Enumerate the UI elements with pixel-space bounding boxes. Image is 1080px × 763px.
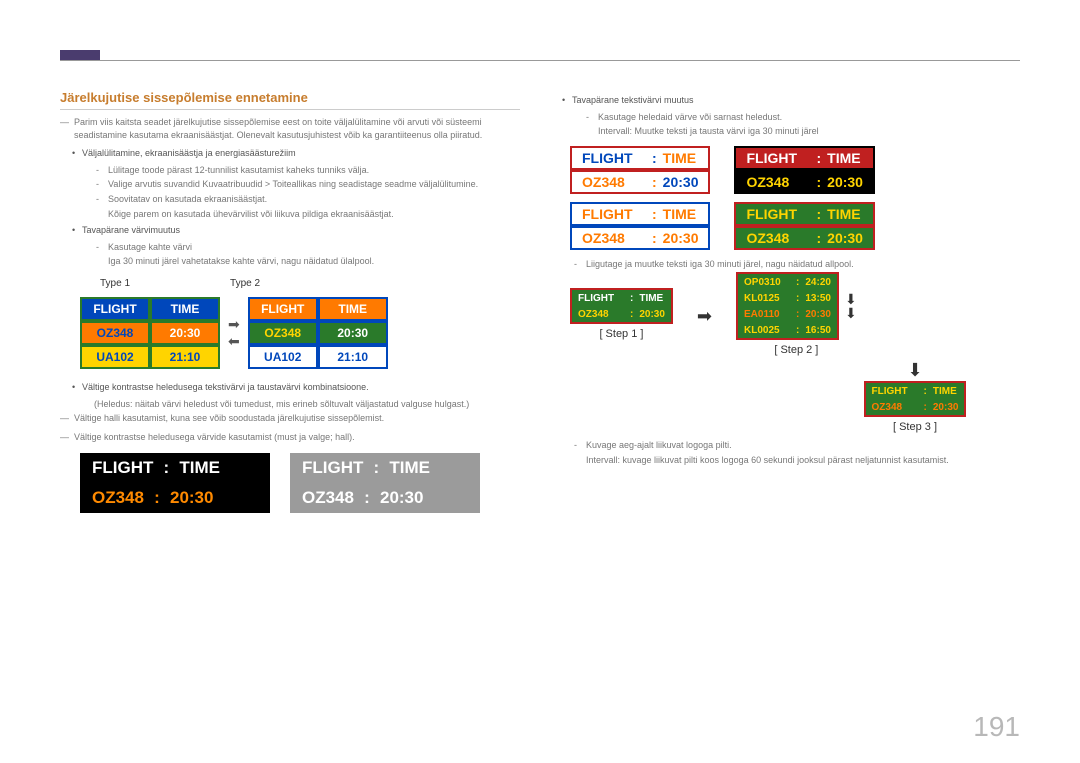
flight-table-pair: FLIGHTTIMEOZ34820:30UA10221:10 ➡⬅ FLIGHT…: [80, 297, 520, 369]
logo-note: Kuvage aeg-ajalt liikuvat logoga pilti.: [574, 439, 1020, 452]
scroll-note: Liigutage ja muutke teksti iga 30 minuti…: [574, 258, 1020, 271]
flight-table-type1: FLIGHTTIMEOZ34820:30UA10221:10: [80, 297, 220, 369]
bullet-list-left: Väljalülitamine, ekraanisäästja ja energ…: [60, 147, 520, 268]
type-label: Type 2: [230, 278, 260, 289]
dash-note: Vältige halli kasutamist, kuna see võib …: [60, 412, 520, 425]
step1-block: FLIGHT:TIMEOZ348:20:30 [ Step 1 ]: [570, 288, 673, 344]
contrast-panels: FLIGHT:TIMEOZ348:20:30 FLIGHT:TIMEOZ348:…: [80, 453, 520, 513]
bullet-item: Vältige kontrastse heledusega tekstivärv…: [72, 381, 520, 394]
color-panel: FLIGHT:TIMEOZ348:20:30: [570, 202, 710, 250]
sub-item-plain: (Heledus: näitab värvi heledust või tume…: [94, 398, 520, 411]
down-arrows-icon: ⬇⬇: [845, 292, 857, 320]
logo-note-tail: Intervall: kuvage liikuvat pilti koos lo…: [586, 454, 1020, 467]
step3-panel: FLIGHT:TIMEOZ348:20:30: [864, 381, 967, 417]
bullet-item: Väljalülitamine, ekraanisäästja ja energ…: [72, 147, 520, 160]
right-top-bullets: Tavapärane tekstivärvi muutus Kasutage h…: [550, 94, 1020, 138]
step3-block: ⬇ FLIGHT:TIMEOZ348:20:30 [ Step 3 ]: [810, 360, 1020, 437]
four-panel-grid: FLIGHT:TIMEOZ348:20:30 FLIGHT:TIMEOZ348:…: [570, 146, 1020, 250]
flight-table-type2: FLIGHTTIMEOZ34820:30UA10221:10: [248, 297, 388, 369]
step-label: [ Step 2 ]: [736, 344, 857, 356]
sub-item-plain: Iga 30 minuti järel vahetatakse kahte vä…: [108, 255, 520, 268]
step2-block: OP0310:24:20KL0125:13:50EA0110:20:30KL00…: [736, 272, 857, 360]
right-column: Tavapärane tekstivärvi muutus Kasutage h…: [550, 90, 1020, 513]
steps-row: FLIGHT:TIMEOZ348:20:30 [ Step 1 ] ➡ OP03…: [570, 272, 1020, 360]
type-labels: Type 1 Type 2: [100, 278, 520, 289]
sub-item: Lülitage toode pärast 12-tunnilist kasut…: [96, 164, 520, 177]
step-label: [ Step 3 ]: [893, 421, 937, 433]
bullet-item: Tavapärane värvimuutus: [72, 224, 520, 237]
sub-item-plain: Intervall: Muutke teksti ja tausta värvi…: [598, 125, 1020, 138]
arrow-right-icon: ➡: [697, 306, 712, 327]
step1-panel: FLIGHT:TIMEOZ348:20:30: [570, 288, 673, 324]
page-number: 191: [973, 711, 1020, 743]
contrast-panel-gray: FLIGHT:TIMEOZ348:20:30: [290, 453, 480, 513]
type-label: Type 1: [100, 278, 130, 289]
section-title: Järelkujutise sissepõlemise ennetamine: [60, 90, 520, 110]
header-accent: [60, 50, 100, 60]
color-panel: FLIGHT:TIMEOZ348:20:30: [570, 146, 710, 194]
dash-note: Vältige kontrastse heledusega värvide ka…: [60, 431, 520, 444]
sub-item: Soovitatav on kasutada ekraanisäästjat.: [96, 193, 520, 206]
sub-item: Kasutage kahte värvi: [96, 241, 520, 254]
color-panel: FLIGHT:TIMEOZ348:20:30: [734, 146, 874, 194]
panel-col: FLIGHT:TIMEOZ348:20:30 FLIGHT:TIMEOZ348:…: [734, 146, 874, 250]
intro-paragraph: Parim viis kaitsta seadet järelkujutise …: [60, 116, 520, 141]
mid-bullets: Vältige kontrastse heledusega tekstivärv…: [60, 381, 520, 410]
contrast-panel-black: FLIGHT:TIMEOZ348:20:30: [80, 453, 270, 513]
content: Järelkujutise sissepõlemise ennetamine P…: [60, 90, 1020, 513]
header-divider: [60, 60, 1020, 61]
panel-col: FLIGHT:TIMEOZ348:20:30 FLIGHT:TIMEOZ348:…: [570, 146, 710, 250]
arrow-down-icon: ⬇: [907, 360, 922, 381]
sub-item: Kasutage heledaid värve või sarnast hele…: [586, 111, 1020, 124]
left-column: Järelkujutise sissepõlemise ennetamine P…: [60, 90, 520, 513]
color-panel: FLIGHT:TIMEOZ348:20:30: [734, 202, 874, 250]
step-label: [ Step 1 ]: [570, 328, 673, 340]
swap-arrow-icon: ➡⬅: [228, 316, 240, 350]
step2-panel: OP0310:24:20KL0125:13:50EA0110:20:30KL00…: [736, 272, 839, 340]
sub-item-plain: Kõige parem on kasutada ühevärvilist või…: [108, 208, 520, 221]
sub-item: Valige arvutis suvandid Kuvaatribuudid >…: [96, 178, 520, 191]
bullet-item: Tavapärane tekstivärvi muutus: [562, 94, 1020, 107]
